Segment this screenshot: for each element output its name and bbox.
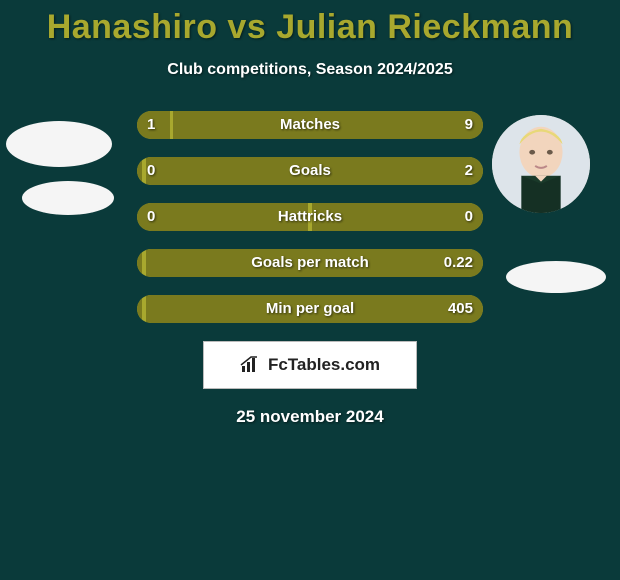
stat-right-value: 2	[465, 157, 473, 185]
stat-label: Goals	[137, 157, 483, 185]
fctables-logo[interactable]: FcTables.com	[203, 341, 417, 389]
player2-avatar	[492, 115, 590, 213]
stat-row: 0Hattricks0	[137, 203, 483, 231]
stat-label: Hattricks	[137, 203, 483, 231]
stat-label: Goals per match	[137, 249, 483, 277]
stat-label: Matches	[137, 111, 483, 139]
player1-avatar-shape-1	[6, 121, 112, 167]
stat-row: Goals per match0.22	[137, 249, 483, 277]
player2-avatar-shape-2	[506, 261, 606, 293]
comparison-bars: 1Matches90Goals20Hattricks0Goals per mat…	[137, 111, 483, 323]
subtitle: Club competitions, Season 2024/2025	[0, 61, 620, 79]
bars-icon	[240, 356, 262, 374]
comparison-content: 1Matches90Goals20Hattricks0Goals per mat…	[0, 111, 620, 427]
stat-right-value: 405	[448, 295, 473, 323]
date-label: 25 november 2024	[0, 407, 620, 427]
player1-avatar-shape-2	[22, 181, 114, 215]
page-title: Hanashiro vs Julian Rieckmann	[0, 0, 620, 47]
stat-row: 0Goals2	[137, 157, 483, 185]
stat-row: Min per goal405	[137, 295, 483, 323]
title-vs: vs	[217, 8, 276, 46]
logo-text: FcTables.com	[268, 355, 380, 375]
stat-label: Min per goal	[137, 295, 483, 323]
player2-avatar-svg	[492, 115, 590, 213]
title-player1: Hanashiro	[47, 8, 218, 46]
title-player2: Julian Rieckmann	[276, 8, 573, 46]
stat-row: 1Matches9	[137, 111, 483, 139]
stat-right-value: 0.22	[444, 249, 473, 277]
stat-right-value: 9	[465, 111, 473, 139]
stat-right-value: 0	[465, 203, 473, 231]
